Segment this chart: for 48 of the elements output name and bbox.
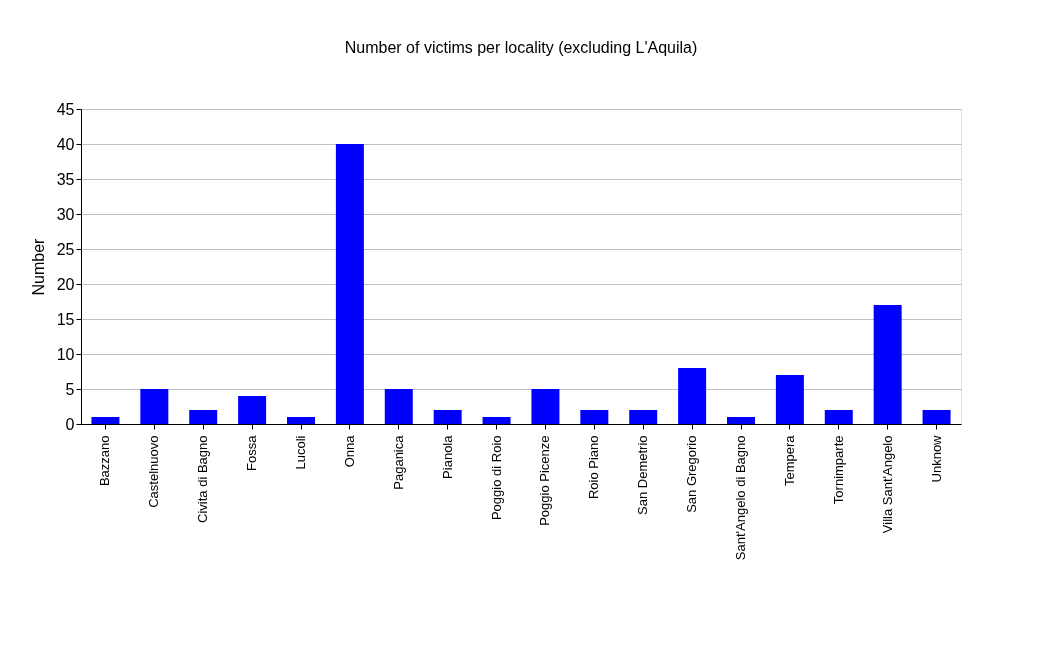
bar	[678, 368, 707, 424]
bar	[531, 389, 560, 424]
y-tick-label: 5	[65, 380, 75, 398]
y-tick-label: 25	[56, 240, 75, 258]
x-tick-label: Castelnuovo	[146, 435, 162, 508]
x-tick-label: Tempera	[781, 434, 797, 487]
x-tick-label: Pianola	[439, 434, 455, 479]
x-tick-label: Lucoli	[293, 435, 308, 470]
x-tick-label: Unknow	[928, 434, 944, 483]
bar	[384, 389, 413, 424]
bar	[482, 417, 511, 424]
bar	[140, 389, 169, 424]
x-tick-label: Poggio di Roio	[488, 435, 504, 521]
bar	[580, 410, 609, 424]
x-tick-label: Sant'Angelo di Bagno	[733, 435, 748, 561]
y-tick-label: 45	[56, 100, 75, 118]
y-axis-title: Number	[29, 237, 47, 296]
y-tick-label: 35	[56, 170, 75, 188]
y-tick-label: 10	[56, 345, 75, 363]
y-tick-label: 20	[56, 275, 75, 293]
x-tick-label: Roio Piano	[586, 435, 602, 500]
bar	[238, 396, 267, 424]
bar	[727, 417, 755, 424]
bar	[775, 375, 804, 424]
x-tick-label: Paganica	[390, 434, 406, 490]
x-tick-label: Onna	[341, 434, 357, 468]
x-tick-label: San Demetrio	[635, 435, 651, 515]
bar	[922, 410, 951, 424]
x-tick-label: Bazzano	[97, 435, 113, 487]
y-tick-label: 30	[56, 205, 75, 223]
x-tick-label: Fossa	[244, 434, 260, 471]
bar	[91, 417, 120, 424]
bar	[824, 410, 853, 424]
x-tick-label: Poggio Picenze	[537, 435, 553, 526]
chart-title: Number of victims per locality (excluding L'Aquila)	[344, 39, 698, 56]
bar	[433, 410, 462, 424]
x-tick-label: Villa Sant'Angelo	[879, 435, 895, 534]
bar	[629, 410, 658, 424]
x-tick-label: San Gregorio	[684, 435, 700, 513]
x-tick-label: Civita di Bagno	[195, 435, 211, 523]
bar	[189, 410, 218, 424]
y-tick-label: 15	[56, 310, 75, 328]
bar	[335, 144, 364, 424]
bar	[873, 305, 902, 424]
y-tick-label: 40	[56, 135, 75, 153]
bar	[287, 417, 315, 424]
x-tick-label: Tornimparte	[830, 435, 846, 505]
y-tick-label: 0	[65, 415, 75, 433]
